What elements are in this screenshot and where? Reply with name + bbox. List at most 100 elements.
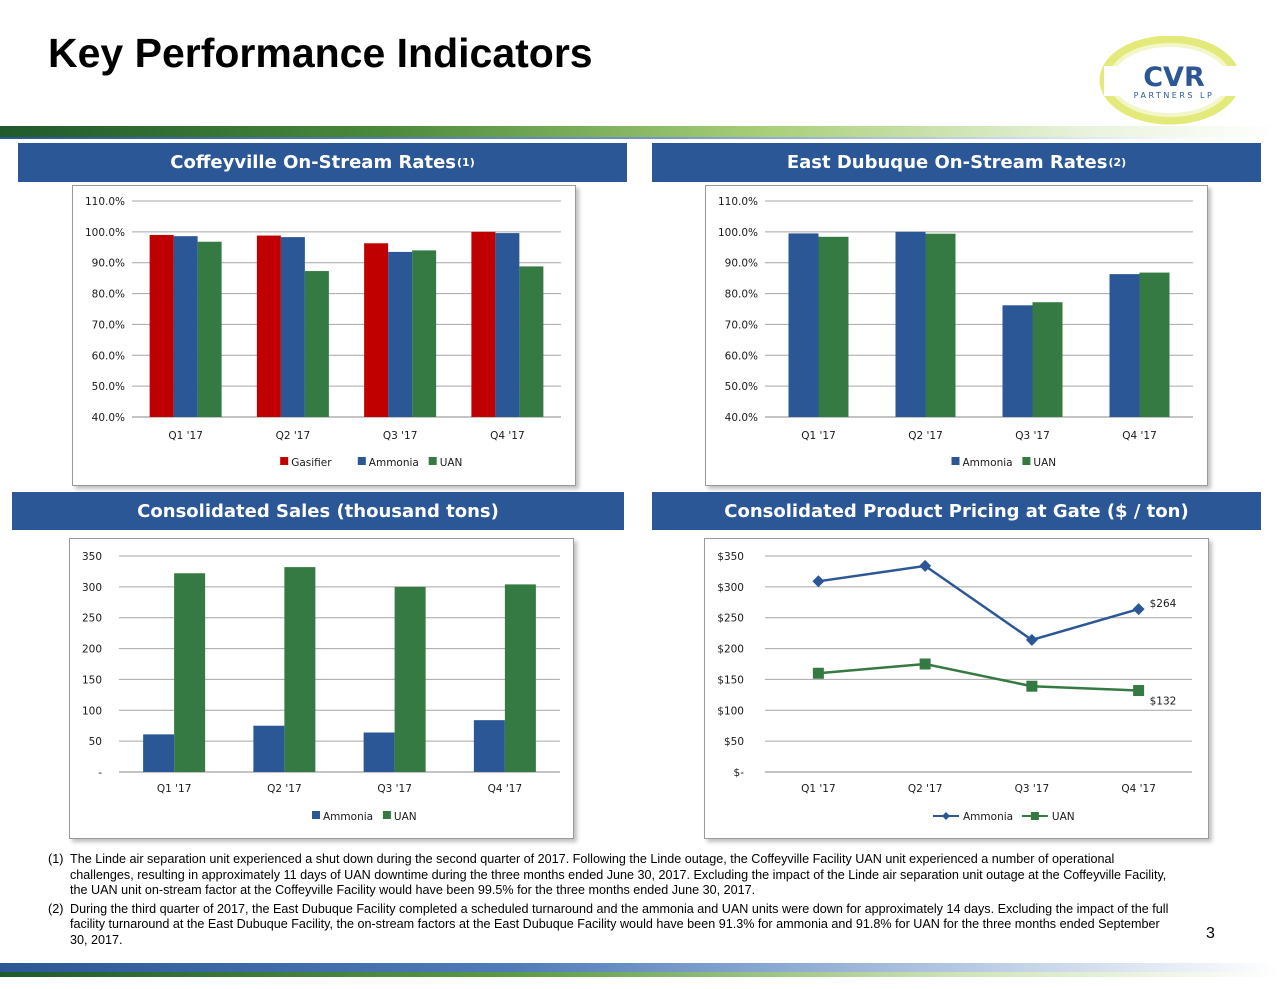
east-dubuque-panel-title: East Dubuque On-Stream Rates — [786, 152, 1108, 173]
bar-uan — [174, 573, 206, 772]
top-decorative-line — [0, 137, 1280, 139]
x-tick-label: Q1 '17 — [168, 430, 203, 442]
coffeyville-chart: 40.0% 50.0% 60.0% 70.0% 80.0% 90.0% 100.0% 110.… — [85, 196, 561, 469]
legend-marker-uan — [1030, 812, 1039, 820]
point-uan — [1133, 685, 1145, 697]
legend-label-gasifier: Gasifier — [291, 457, 332, 469]
bar-uan — [1139, 272, 1170, 417]
y-tick-label: 70.0% — [725, 319, 758, 331]
y-tick-label: 80.0% — [92, 289, 125, 301]
page-number: 3 — [1206, 925, 1215, 942]
point-ammonia — [1025, 633, 1038, 646]
y-tick-label: 50 — [89, 736, 102, 748]
bar-gasifier — [471, 231, 496, 417]
x-tick-label: Q2 '17 — [276, 430, 311, 442]
data-label-ammonia: $264 — [1150, 598, 1177, 610]
y-tick-label: 110.0% — [85, 196, 125, 208]
x-tick-label: Q3 '17 — [377, 783, 412, 795]
legend-label-uan: UAN — [440, 457, 463, 469]
pricing-panel-title: Consolidated Product Pricing at Gate ($ … — [724, 500, 1189, 522]
bar-gasifier — [149, 234, 174, 417]
legend-label-uan: UAN — [1052, 811, 1075, 823]
east-dubuque-footnote-ref: (2) — [1108, 156, 1127, 169]
footnotes: (1) The Linde air separation unit experi… — [48, 852, 1178, 951]
bar-uan — [925, 233, 956, 417]
legend-label-ammonia: Ammonia — [369, 457, 419, 469]
point-ammonia — [1132, 603, 1145, 616]
y-tick-label: $100 — [717, 705, 744, 717]
footnote-1: (1) The Linde air separation unit experi… — [48, 852, 1178, 899]
bar-uan — [504, 584, 536, 772]
coffeyville-footnote-ref: (1) — [457, 156, 475, 169]
logo-sub-text: PARTNERS LP — [1134, 91, 1215, 100]
footnote-2-text: During the third quarter of 2017, the Ea… — [70, 901, 1169, 947]
legend-label-ammonia: Ammonia — [963, 457, 1013, 469]
legend-swatch-ammonia — [357, 457, 366, 465]
bar-uan — [284, 567, 316, 772]
x-tick-label: Q2 '17 — [908, 783, 943, 795]
x-tick-label: Q1 '17 — [801, 430, 836, 442]
bottom-decorative-band — [0, 963, 1280, 972]
bar-gasifier — [256, 235, 281, 417]
y-tick-label: 110.0% — [718, 196, 758, 208]
bar-uan — [394, 586, 426, 772]
legend-swatch-gasifier — [280, 457, 289, 465]
coffeyville-chart-frame: 40.0% 50.0% 60.0% 70.0% 80.0% 90.0% 100.0% 110.… — [72, 185, 576, 486]
point-ammonia — [919, 559, 932, 572]
footnote-2-number: (2) — [48, 901, 64, 916]
sales-chart: - 50 100 150 200 250 300 350 Q1 '17 Q2 '17 Q3 '17 Q… — [82, 551, 560, 823]
x-tick-label: Q1 '17 — [801, 783, 836, 795]
y-tick-label: 100.0% — [85, 227, 125, 239]
x-tick-label: Q4 '17 — [1121, 783, 1156, 795]
bar-ammonia — [1002, 305, 1033, 417]
footnote-1-text: The Linde air separation unit experience… — [70, 852, 1167, 897]
y-tick-label: 150 — [82, 674, 102, 686]
line-uan — [818, 662, 1139, 692]
y-tick-label: $- — [734, 767, 745, 779]
x-tick-label: Q2 '17 — [267, 783, 302, 795]
bar-uan — [304, 271, 329, 417]
logo-main-text: CVR — [1143, 62, 1205, 93]
x-tick-label: Q4 '17 — [488, 783, 523, 795]
sales-panel-title: Consolidated Sales (thousand tons) — [137, 500, 499, 522]
point-uan — [812, 667, 824, 679]
legend-label-ammonia: Ammonia — [963, 811, 1013, 823]
point-uan — [1026, 680, 1038, 692]
footnote-1-number: (1) — [48, 852, 64, 866]
legend-marker-ammonia — [942, 812, 950, 820]
data-label-uan: $132 — [1150, 696, 1177, 708]
bar-ammonia — [173, 236, 198, 417]
point-uan — [919, 658, 931, 670]
bar-ammonia — [495, 233, 520, 417]
east-dubuque-chart: 40.0% 50.0% 60.0% 70.0% 80.0% 90.0% 100.0% 110.… — [718, 196, 1193, 469]
east-dubuque-panel-header: East Dubuque On-Stream Rates (2) — [652, 143, 1261, 182]
sales-panel-header: Consolidated Sales (thousand tons) — [12, 492, 624, 530]
legend-label-ammonia: Ammonia — [323, 811, 373, 823]
y-tick-label: 250 — [82, 613, 102, 625]
y-tick-label: 40.0% — [92, 412, 125, 424]
point-ammonia — [812, 575, 825, 588]
y-tick-label: 70.0% — [92, 319, 125, 331]
legend-label-uan: UAN — [394, 811, 417, 823]
y-tick-label: 80.0% — [725, 289, 758, 301]
sales-chart-frame: - 50 100 150 200 250 300 350 Q1 '17 Q2 '17 Q3 '17 Q… — [69, 538, 574, 839]
y-tick-label: 100.0% — [718, 227, 758, 239]
bar-ammonia — [473, 720, 505, 772]
y-tick-label: $350 — [717, 551, 744, 563]
y-tick-label: - — [98, 767, 102, 779]
bottom-decorative-band-green — [0, 972, 1280, 977]
y-tick-label: 300 — [82, 582, 102, 594]
top-decorative-band — [0, 126, 1280, 137]
x-tick-label: Q4 '17 — [490, 430, 525, 442]
x-tick-label: Q3 '17 — [383, 430, 418, 442]
pricing-chart: $- $50 $100 $150 $200 $250 $300 $350 Q1 '17 Q2 '1… — [717, 551, 1192, 823]
bar-ammonia — [280, 237, 305, 417]
x-tick-label: Q2 '17 — [908, 430, 943, 442]
y-tick-label: $200 — [717, 644, 744, 656]
x-tick-label: Q1 '17 — [157, 783, 192, 795]
legend-swatch-uan — [428, 457, 437, 465]
y-tick-label: $300 — [717, 582, 744, 594]
bar-ammonia — [253, 725, 285, 772]
y-tick-label: 200 — [82, 644, 102, 656]
bar-ammonia — [1109, 274, 1140, 417]
